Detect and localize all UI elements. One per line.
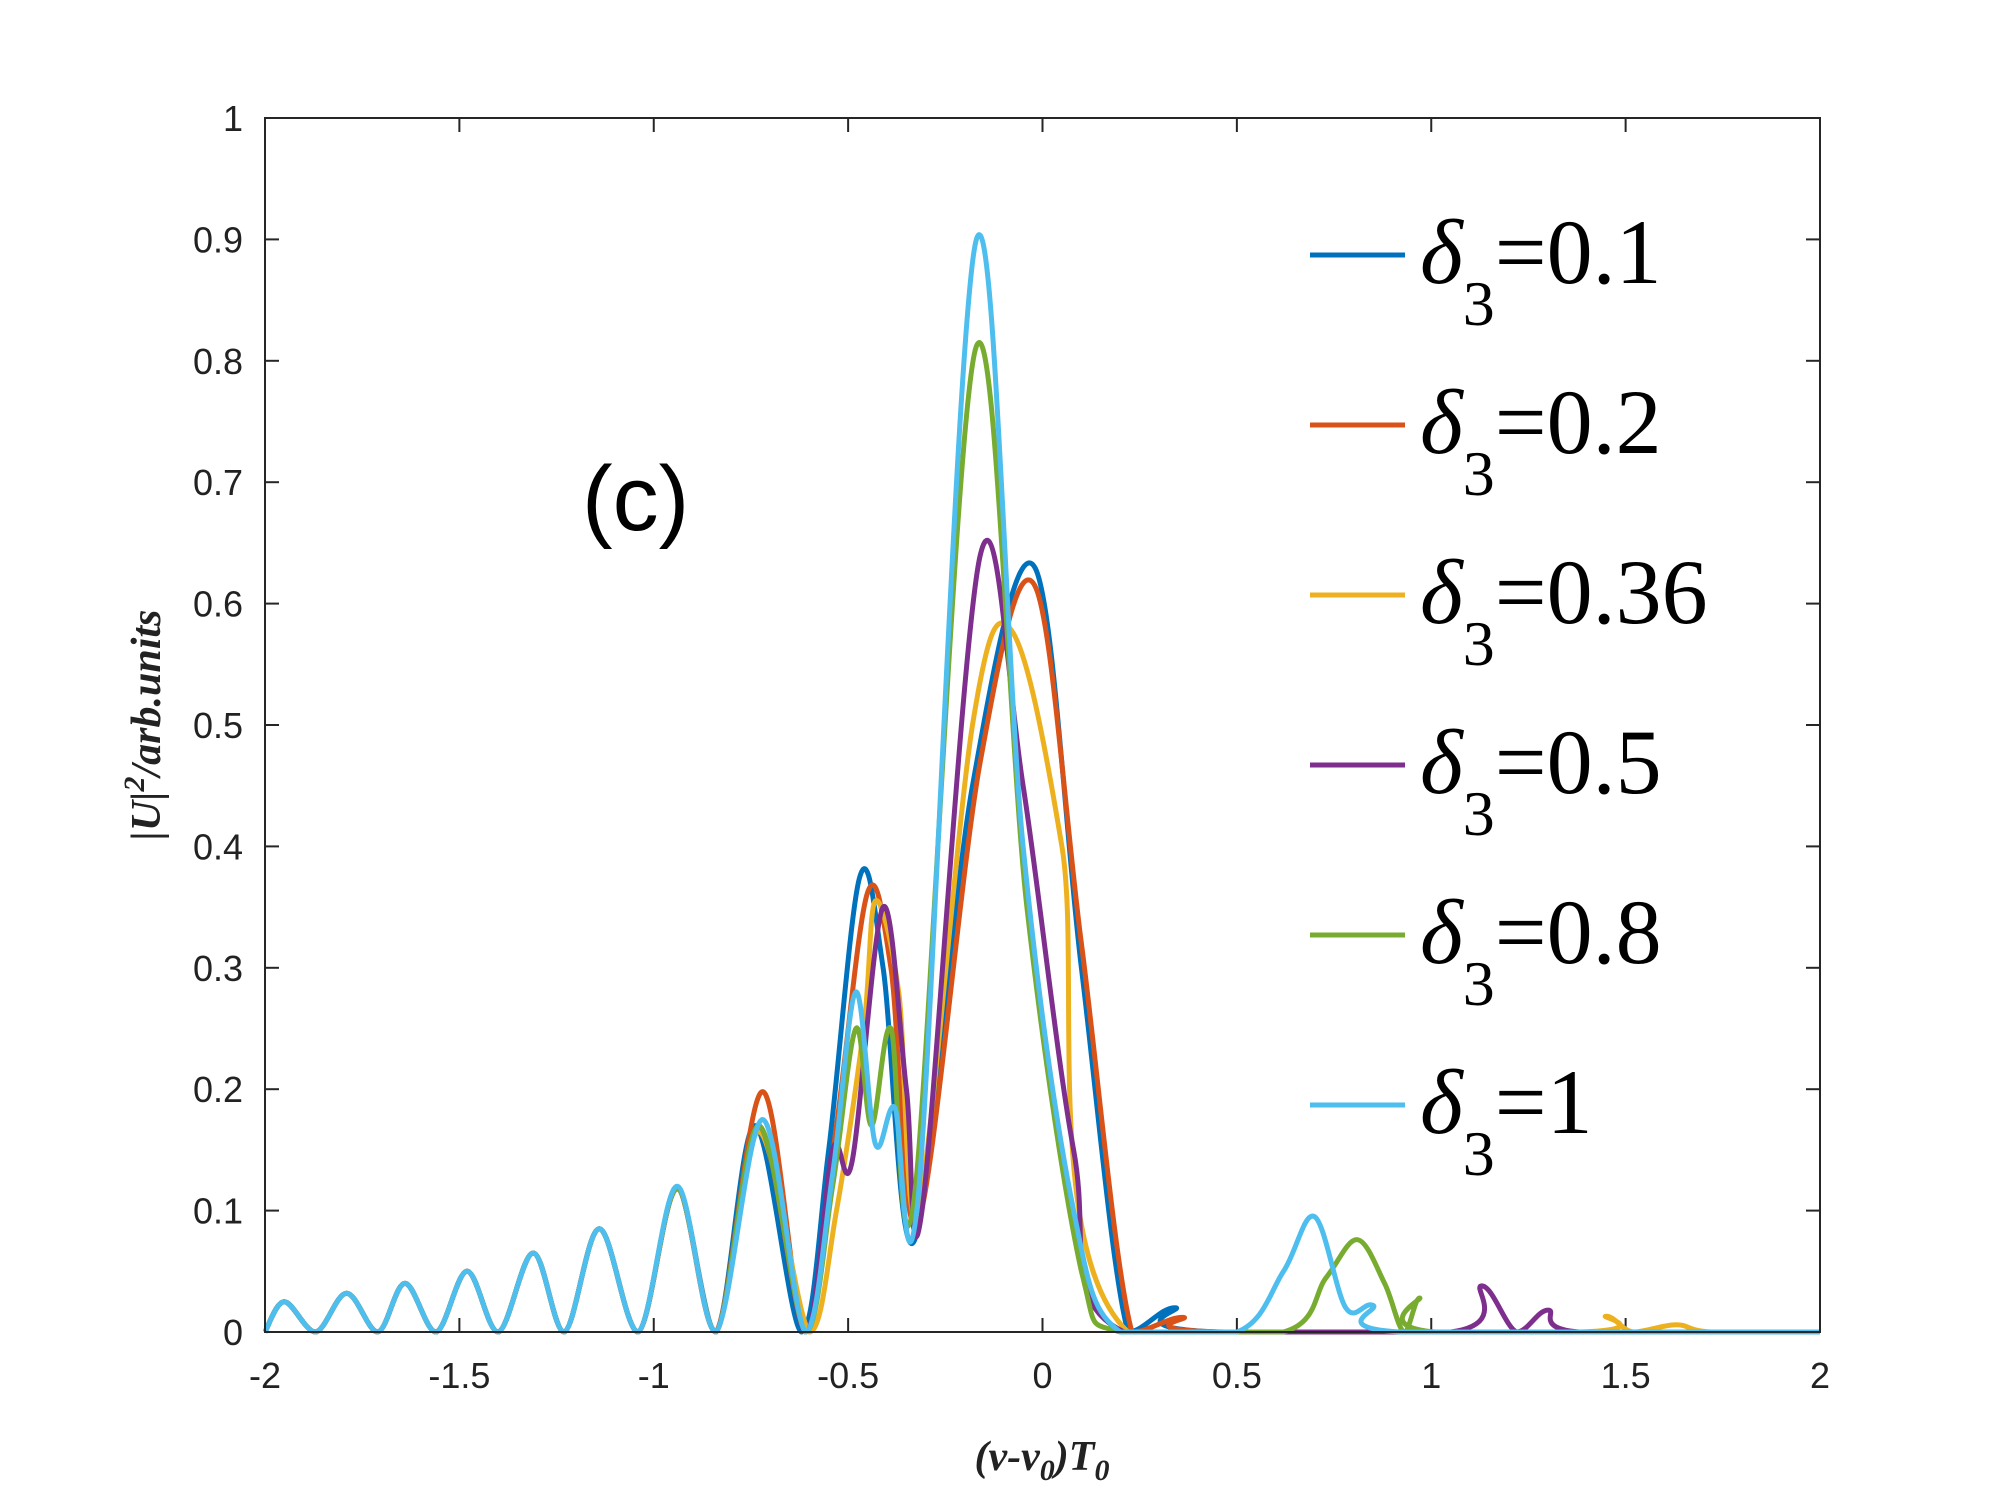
- y-axis-title-sup-b: 2: [118, 777, 151, 793]
- legend-value: =0.36: [1495, 541, 1708, 643]
- y-tick-label: 0: [223, 1312, 243, 1353]
- y-tick-label: 0.2: [193, 1069, 243, 1110]
- y-tick-labels: 0 0.1 0.2 0.3 0.4 0.5 0.6 0.7 0.8 0.9 1: [193, 98, 243, 1353]
- legend-entry-6: δ3=1: [1420, 1051, 1593, 1189]
- legend-symbol: δ: [1420, 541, 1464, 643]
- legend-entry-1: δ3=0.1: [1420, 201, 1662, 339]
- legend-entry-2: δ3=0.2: [1420, 371, 1662, 509]
- legend-value: =0.2: [1495, 371, 1662, 473]
- legend-subscript: 3: [1463, 608, 1495, 679]
- x-axis-title-sub-d: 0: [1094, 1454, 1109, 1487]
- x-tick-label: 2: [1810, 1355, 1830, 1396]
- y-tick-label: 0.1: [193, 1191, 243, 1232]
- legend-subscript: 3: [1463, 438, 1495, 509]
- legend-value: =0.8: [1495, 881, 1662, 983]
- legend-entry-3: δ3=0.36: [1420, 541, 1708, 679]
- x-tick-label: -1: [638, 1355, 670, 1396]
- x-tick-label: 1.5: [1601, 1355, 1651, 1396]
- x-axis-title-part-a: (v-v: [975, 1434, 1042, 1480]
- legend-subscript: 3: [1463, 948, 1495, 1019]
- legend-symbol: δ: [1420, 881, 1464, 983]
- y-tick-label: 0.7: [193, 462, 243, 503]
- y-axis-title-part-c: /arb.units: [124, 610, 170, 780]
- x-axis-title-sub-b: 0: [1040, 1454, 1055, 1487]
- legend-subscript: 3: [1463, 268, 1495, 339]
- legend-symbol: δ: [1420, 711, 1464, 813]
- legend-value: =0.5: [1495, 711, 1662, 813]
- legend-value: =1: [1495, 1051, 1593, 1153]
- legend-entry-4: δ3=0.5: [1420, 711, 1662, 849]
- legend-subscript: 3: [1463, 1118, 1495, 1189]
- y-tick-label: 0.6: [193, 584, 243, 625]
- legend-subscript: 3: [1463, 778, 1495, 849]
- y-tick-label: 1: [223, 98, 243, 139]
- x-tick-labels: -2 -1.5 -1 -0.5 0 0.5 1 1.5 2: [249, 1355, 1830, 1396]
- y-axis-title: |U|2/arb.units: [118, 610, 170, 841]
- series-line-6: [262, 232, 1820, 1335]
- y-axis-title-part-a: |U|: [124, 792, 170, 841]
- x-axis-title-part-c: )T: [1051, 1434, 1097, 1480]
- x-tick-label: 1: [1421, 1355, 1441, 1396]
- x-tick-label: 0.5: [1212, 1355, 1262, 1396]
- plot-area-frame: [264, 117, 1821, 1333]
- x-tick-label: -0.5: [817, 1355, 879, 1396]
- x-tick-label: -2: [249, 1355, 281, 1396]
- legend-entry-5: δ3=0.8: [1420, 881, 1662, 1019]
- y-tick-label: 0.5: [193, 705, 243, 746]
- x-tick-label: 0: [1032, 1355, 1052, 1396]
- y-tick-label: 0.4: [193, 826, 243, 867]
- x-axis-title: (v-v0)T0: [975, 1434, 1110, 1487]
- y-tick-label: 0.3: [193, 948, 243, 989]
- legend-value: =0.1: [1495, 201, 1662, 303]
- y-tick-label: 0.8: [193, 341, 243, 382]
- x-tick-label: -1.5: [428, 1355, 490, 1396]
- legend-symbol: δ: [1420, 1051, 1464, 1153]
- legend-symbol: δ: [1420, 201, 1464, 303]
- panel-label: (c): [582, 448, 689, 550]
- legend-symbol: δ: [1420, 371, 1464, 473]
- y-tick-label: 0.9: [193, 219, 243, 260]
